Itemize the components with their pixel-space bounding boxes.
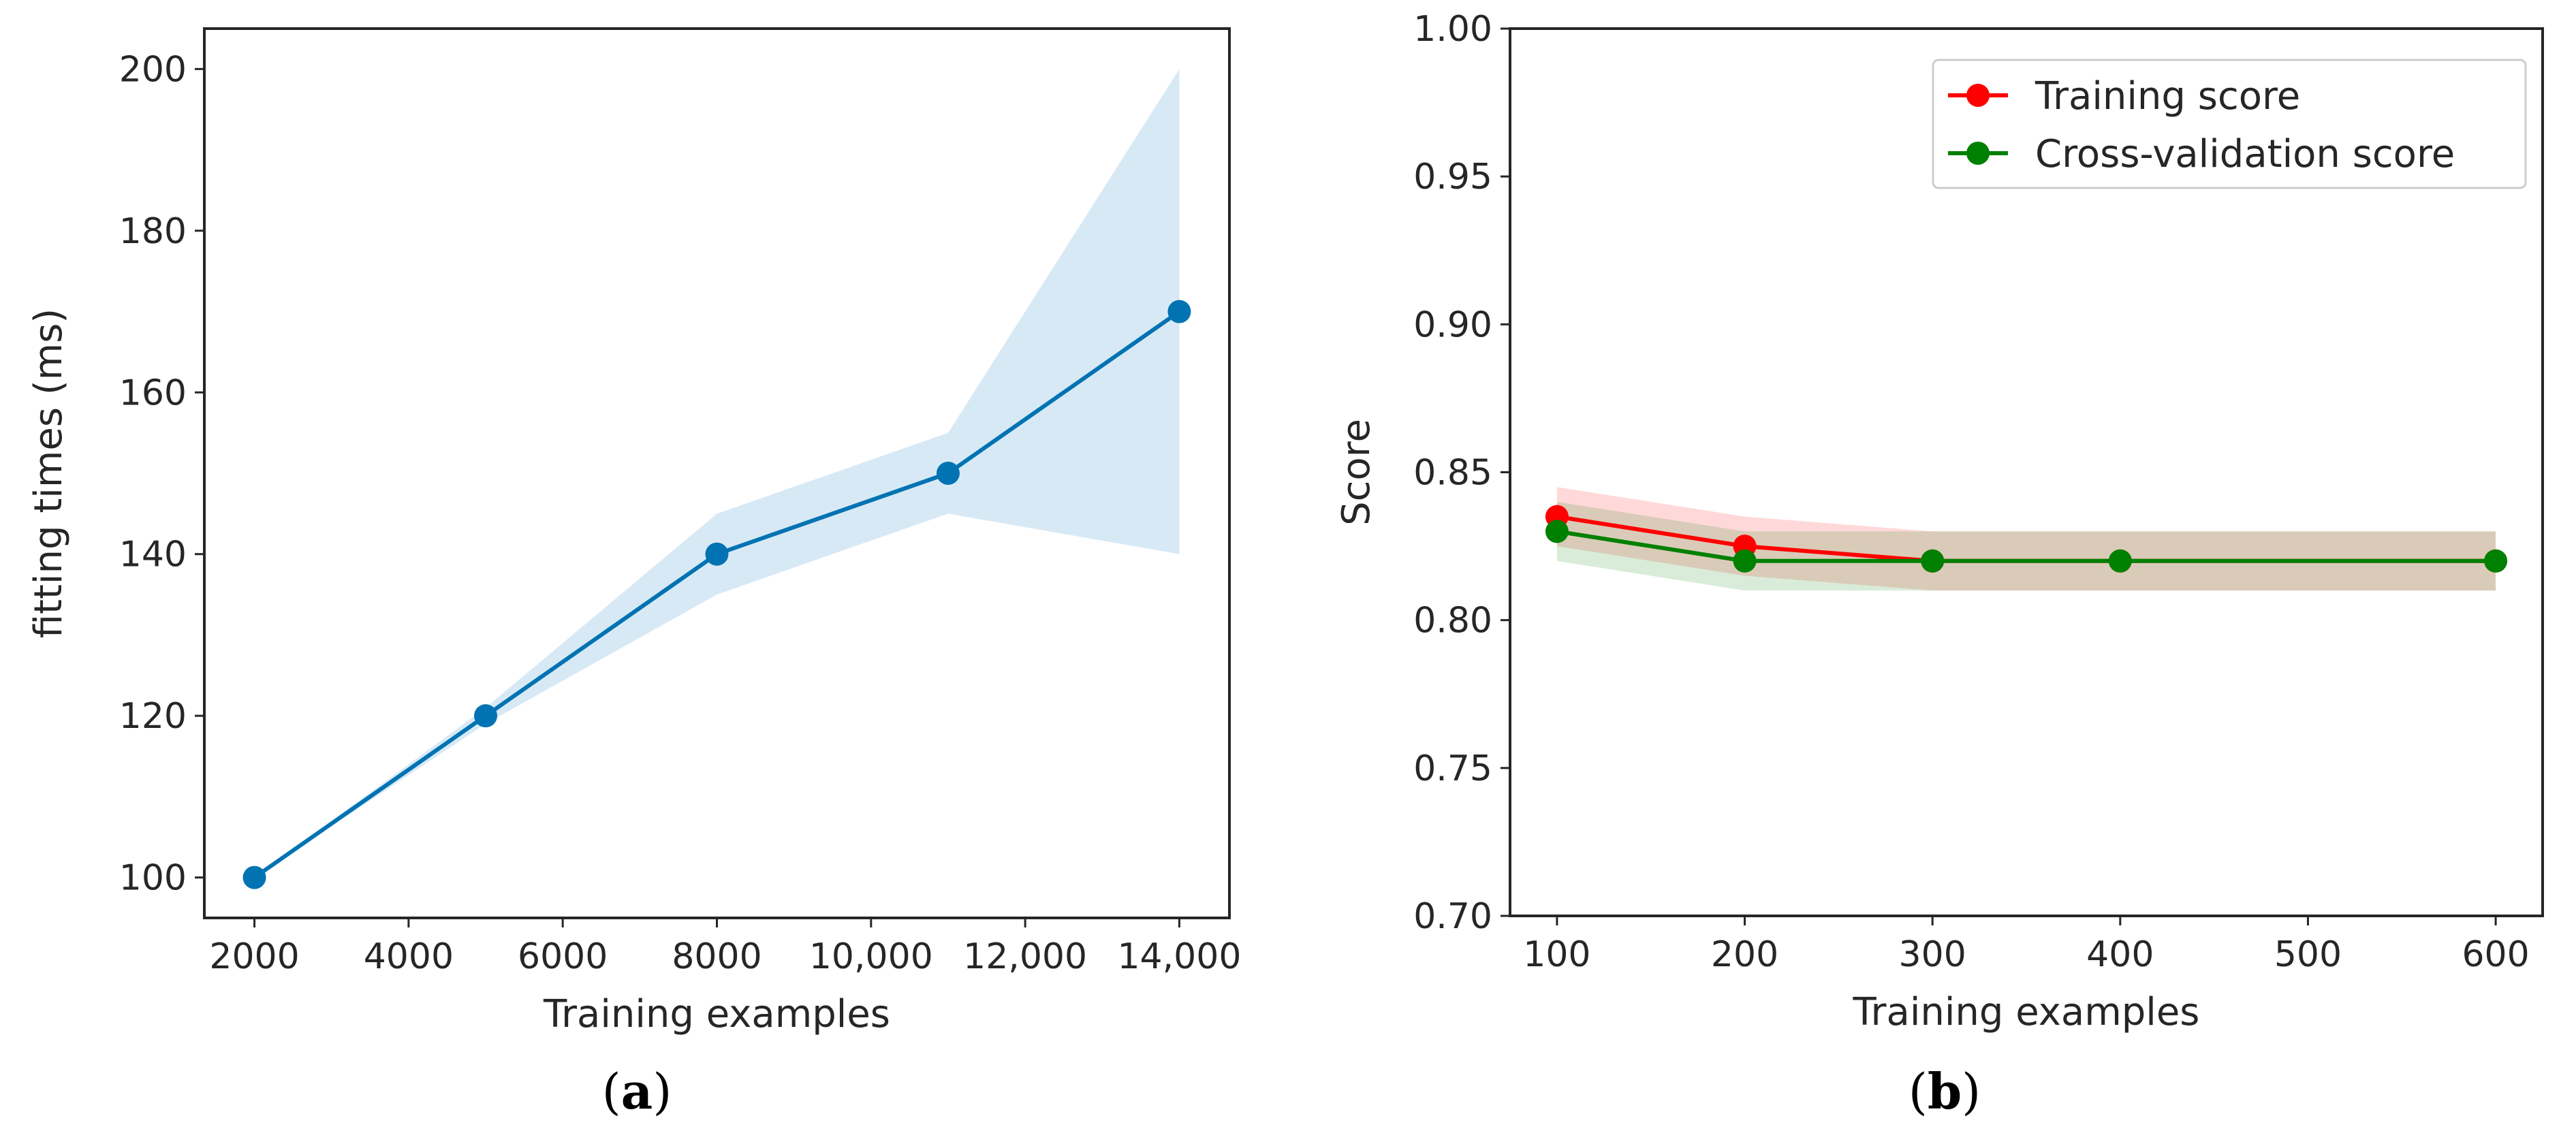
y-tick-label: 180 <box>119 211 187 252</box>
series-band-0 <box>1556 487 2496 591</box>
series-band-1 <box>1556 501 2496 591</box>
chart-b: 100 200 300 400 500 600 0.70 0.75 0.80 0.85 0.90 0.… <box>1334 9 2544 1034</box>
series-1-point <box>2484 549 2508 573</box>
y-tick-label: 0.70 <box>1413 896 1492 937</box>
x-tick-label: 10,000 <box>809 936 933 977</box>
y-tick-label: 140 <box>119 535 187 575</box>
x-tick-label: 300 <box>1899 934 1966 975</box>
series-1-point <box>1545 520 1569 543</box>
x-axis-label: Training examples <box>1853 990 2200 1034</box>
series-0-point <box>936 462 960 485</box>
caption-a-letter: a <box>621 1062 653 1120</box>
y-tick-label: 0.75 <box>1413 748 1492 789</box>
legend-label-0: Training score <box>2035 74 2300 118</box>
y-tick-label: 160 <box>119 372 187 413</box>
series-1-point <box>2108 549 2132 573</box>
series-0-point <box>474 704 498 728</box>
legend-marker-1 <box>1966 142 1990 165</box>
x-tick-label: 14,000 <box>1117 936 1241 977</box>
y-tick-label: 120 <box>119 696 187 737</box>
legend-marker-0 <box>1966 84 1990 107</box>
caption-b-letter: b <box>1928 1062 1962 1120</box>
x-tick-label: 600 <box>2462 934 2529 975</box>
y-tick-label: 0.80 <box>1413 601 1492 641</box>
series-0-point <box>1167 300 1191 323</box>
caption-a-text: (a) <box>602 1062 672 1120</box>
caption-a: (a) <box>602 1062 672 1120</box>
series-0-point <box>705 542 729 566</box>
chart-a: 2000 4000 6000 8000 10,000 12,000 14,000 100 120… <box>27 27 1241 1036</box>
y-tick-label: 100 <box>119 858 187 899</box>
legend-label-1: Cross-validation score <box>2035 132 2455 176</box>
series-1-point <box>1921 549 1945 573</box>
x-tick-label: 2000 <box>209 936 299 977</box>
x-tick-label: 100 <box>1523 934 1590 975</box>
y-tick-label: 0.90 <box>1413 304 1492 345</box>
x-tick-label: 500 <box>2274 934 2342 975</box>
x-tick-label: 400 <box>2086 934 2154 975</box>
x-tick-label: 6000 <box>518 936 608 977</box>
y-axis-label: Score <box>1334 419 1379 526</box>
y-tick-label: 200 <box>119 49 187 90</box>
legend-frame <box>1932 59 2527 189</box>
series-0-point <box>242 865 266 889</box>
series-1-point <box>1733 549 1757 573</box>
y-tick-label: 0.85 <box>1413 453 1492 494</box>
legend: Training score Cross-validation score <box>1932 59 2527 189</box>
x-tick-label: 200 <box>1711 934 1778 975</box>
y-axis-label: fitting times (ms) <box>27 308 71 639</box>
y-tick-label: 1.00 <box>1413 9 1492 50</box>
caption-b-text: (b) <box>1909 1062 1981 1120</box>
y-tick-label: 0.95 <box>1413 157 1492 197</box>
x-tick-label: 12,000 <box>963 936 1087 977</box>
caption-b: (b) <box>1909 1062 1981 1120</box>
x-tick-label: 8000 <box>672 936 761 977</box>
series-band-0 <box>254 69 1180 878</box>
x-axis-label: Training examples <box>543 992 890 1036</box>
x-tick-label: 4000 <box>364 936 454 977</box>
